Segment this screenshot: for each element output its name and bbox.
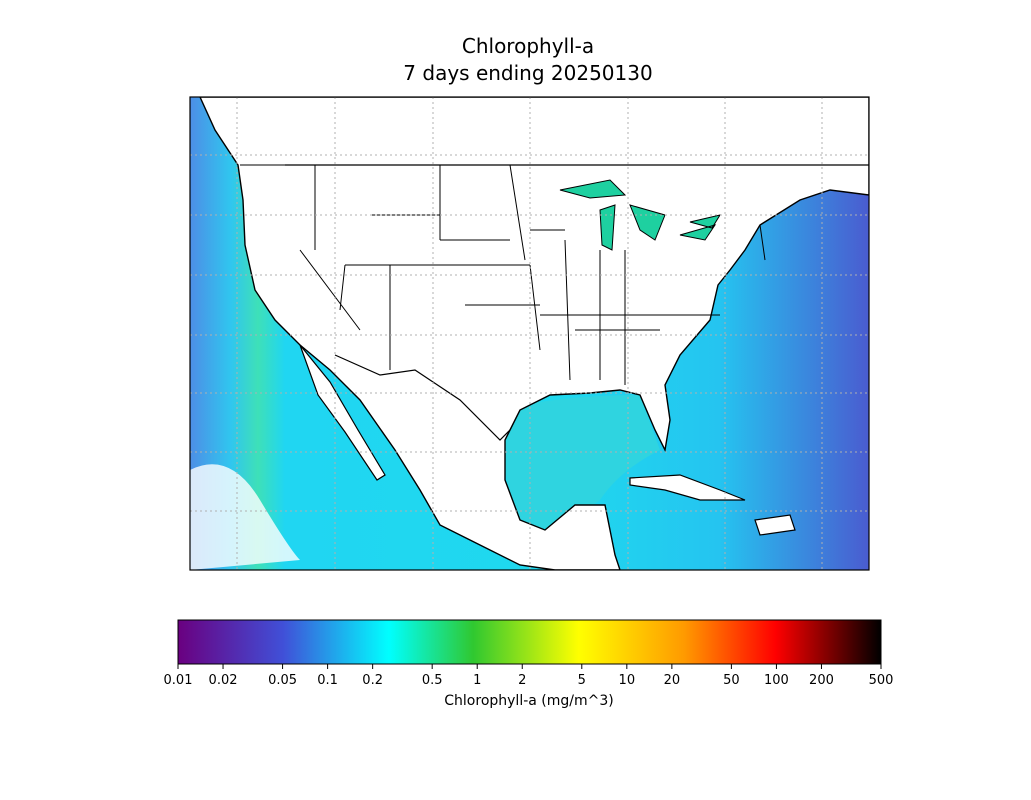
gulf (500, 395, 660, 530)
cuba (629, 474, 746, 501)
tick-label: 0.02 (209, 673, 238, 688)
map-frame (189, 96, 870, 571)
tick-label: 0.05 (268, 673, 297, 688)
title-line: 7 days ending 20250130 (403, 61, 652, 85)
title-line: Chlorophyll-a (462, 34, 594, 58)
tick-label: 0.2 (362, 673, 383, 688)
tick-label: 10 (619, 673, 636, 688)
tick-label: 0.01 (164, 673, 193, 688)
baja (299, 344, 386, 481)
tick-label: 1 (473, 673, 481, 688)
national-border (334, 354, 511, 441)
colorbar (177, 619, 882, 665)
tick-label: 2 (518, 673, 526, 688)
tick-label: 500 (869, 673, 894, 688)
tick-label: 0.5 (422, 673, 443, 688)
tick-label: 100 (764, 673, 789, 688)
cloud-gap (190, 464, 300, 570)
tick-label: 50 (723, 673, 740, 688)
tick-label: 0.1 (317, 673, 338, 688)
tick-label: 200 (809, 673, 834, 688)
graticule (190, 97, 869, 570)
tick-label: 5 (578, 673, 586, 688)
hispaniola (754, 514, 796, 536)
tick-label: 20 (664, 673, 681, 688)
map (190, 97, 869, 570)
colorbar-label: Chlorophyll-a (mg/m^3) (444, 693, 613, 709)
